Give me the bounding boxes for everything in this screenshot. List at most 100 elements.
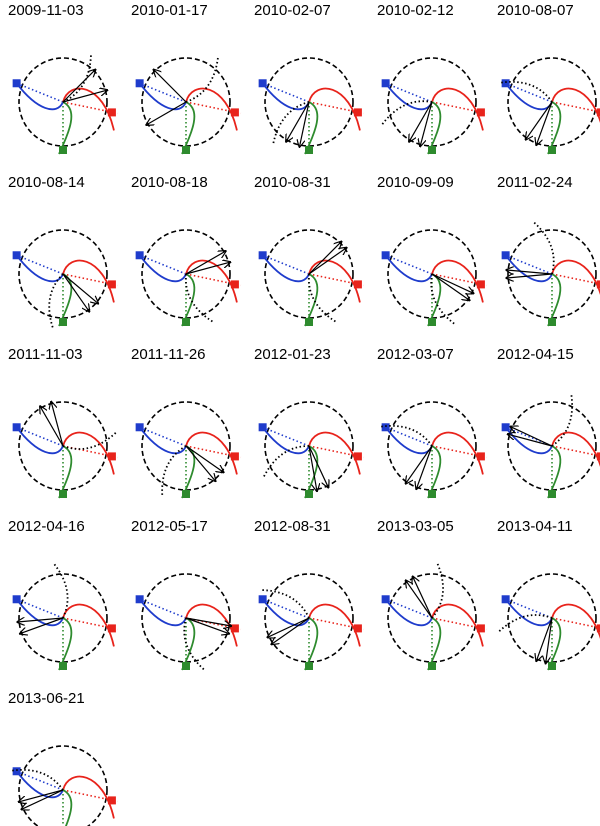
black-arrow <box>409 101 433 142</box>
black-arrow <box>185 445 216 481</box>
dashed-circle <box>507 57 597 147</box>
panel-date-label: 2010-08-14 <box>8 174 85 191</box>
red-dotted-line <box>431 445 488 459</box>
green-square-marker <box>305 318 313 326</box>
red-arc <box>185 603 238 647</box>
panel-diagram <box>258 573 365 671</box>
panel-15: 2012-04-15 <box>497 346 600 506</box>
panel-17: 2012-05-17 <box>131 518 242 678</box>
black-arrow <box>510 427 553 447</box>
panel-14: 2012-03-07 <box>377 346 488 506</box>
blue-dotted-line <box>385 254 433 275</box>
black-arrow <box>62 69 96 103</box>
dashed-circle <box>141 57 231 147</box>
black-arrow <box>62 90 107 103</box>
blue-square-marker <box>258 423 267 432</box>
blue-square-marker <box>12 767 21 776</box>
blue-square-marker <box>135 595 144 604</box>
black-arrow <box>420 101 433 146</box>
panel-date-label: 2010-01-17 <box>131 2 208 19</box>
red-square-marker <box>476 452 485 461</box>
panel-18: 2012-08-31 <box>254 518 365 678</box>
red-arc <box>62 87 115 131</box>
black-dotted-curve <box>307 273 338 324</box>
dashed-circle <box>18 57 108 147</box>
black-arrow <box>267 617 310 637</box>
dashed-circle <box>387 229 477 319</box>
red-arc <box>62 259 115 303</box>
black-dotted-curve <box>161 445 187 497</box>
black-arrow <box>536 617 553 661</box>
panel-diagram <box>12 53 119 155</box>
black-dotted-curve <box>184 273 215 324</box>
green-arc <box>62 789 73 826</box>
black-dotted-curve <box>431 561 444 619</box>
red-dotted-line <box>185 101 242 115</box>
panel-date-label: 2012-03-07 <box>377 346 454 363</box>
red-square-marker <box>596 624 600 633</box>
red-square-marker <box>107 624 116 633</box>
red-dotted-line <box>431 273 488 287</box>
blue-dotted-line <box>139 598 187 619</box>
red-square-marker <box>230 108 239 117</box>
panel-1: 2009-11-03 <box>8 2 119 162</box>
red-arc <box>62 603 115 647</box>
blue-arc <box>15 598 64 627</box>
panel-9: 2010-09-09 <box>377 174 488 334</box>
black-arrow <box>271 617 310 644</box>
green-square-marker <box>59 318 67 326</box>
black-dotted-curve <box>379 425 433 447</box>
panel-diagram <box>135 56 242 155</box>
panel-diagram <box>380 57 488 155</box>
black-arrow <box>506 270 553 274</box>
red-dotted-line <box>431 101 488 115</box>
panel-diagram <box>12 229 119 330</box>
red-arc <box>308 431 361 475</box>
dashed-circle <box>18 229 108 319</box>
blue-dotted-line <box>139 254 187 275</box>
black-arrow <box>185 617 229 634</box>
blue-arc <box>504 82 553 111</box>
panel-diagram <box>258 229 365 327</box>
red-arc <box>431 603 484 647</box>
green-square-marker <box>548 490 556 498</box>
panel-date-label: 2010-02-07 <box>254 2 331 19</box>
red-square-marker <box>107 280 116 289</box>
red-dotted-line <box>551 445 600 457</box>
panel-date-label: 2010-08-07 <box>497 2 574 19</box>
panel-diagram <box>499 57 600 155</box>
blue-arc <box>261 598 310 627</box>
black-dotted-curve <box>183 617 206 672</box>
black-arrow <box>431 273 470 300</box>
black-arrow <box>17 618 64 622</box>
red-dotted-line <box>62 617 119 631</box>
black-dotted-curve <box>260 589 310 619</box>
black-arrow <box>185 617 231 626</box>
panel-diagram <box>258 57 365 155</box>
panel-diagram <box>135 229 242 327</box>
panel-diagram <box>497 573 600 671</box>
blue-square-marker <box>381 423 390 432</box>
blue-arc <box>384 82 433 111</box>
red-square-marker <box>353 108 362 117</box>
black-arrow <box>20 617 64 634</box>
black-arrow <box>146 101 187 125</box>
blue-square-marker <box>135 423 144 432</box>
blue-arc <box>138 426 187 455</box>
black-arrow <box>19 789 64 802</box>
green-square-marker <box>59 662 67 670</box>
panel-8: 2010-08-31 <box>254 174 365 334</box>
black-arrow <box>508 434 553 447</box>
dashed-circle <box>141 573 231 663</box>
red-square-marker <box>596 108 600 117</box>
panel-date-label: 2011-11-03 <box>8 346 83 363</box>
panel-4: 2010-02-12 <box>377 2 488 162</box>
blue-dotted-line <box>262 254 310 275</box>
blue-square-marker <box>135 251 144 260</box>
panel-diagram <box>12 562 119 671</box>
red-dotted-line <box>62 789 119 803</box>
black-dotted-curve <box>532 220 555 275</box>
panel-date-label: 2010-02-12 <box>377 2 454 19</box>
blue-square-marker <box>258 595 267 604</box>
